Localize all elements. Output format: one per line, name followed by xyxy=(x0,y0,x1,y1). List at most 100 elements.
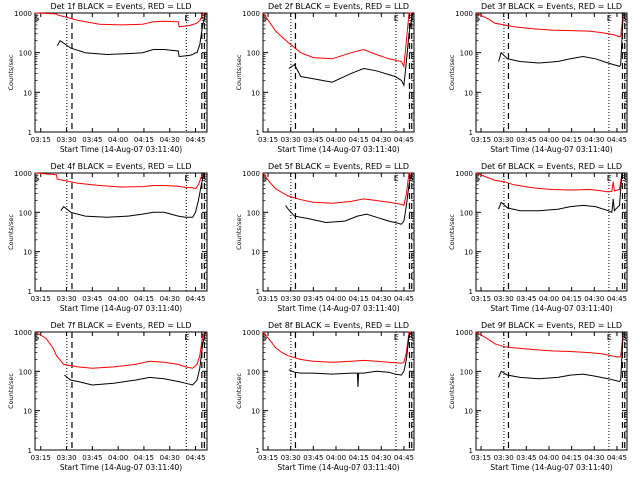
interval-marker-e: E xyxy=(184,14,189,23)
x-tick-label: 04:00 xyxy=(539,295,559,303)
x-tick-label: 03:45 xyxy=(303,454,323,462)
x-tick-label: 03:15 xyxy=(258,136,278,144)
series-line-lld xyxy=(34,12,207,28)
chart-title: Det 7f BLACK = Events, RED = LLD xyxy=(50,321,191,330)
x-tick-label: 03:15 xyxy=(31,295,51,303)
y-tick-label: 1000 xyxy=(242,329,260,337)
plot-frame xyxy=(262,331,415,451)
y-tick-label: 100 xyxy=(19,50,32,58)
interval-marker-s: S xyxy=(262,174,267,183)
y-tick-label: 1000 xyxy=(14,10,32,18)
x-tick-label: 04:00 xyxy=(108,136,128,144)
x-tick-label: 03:15 xyxy=(471,295,491,303)
y-tick-label: 10 xyxy=(464,249,473,257)
series-line-events xyxy=(498,172,627,214)
x-tick-label: 04:00 xyxy=(108,295,128,303)
plot-frame xyxy=(34,12,208,133)
interval-marker-e: E xyxy=(394,333,399,342)
x-axis-label: Start Time (14-Aug-07 03:11:40) xyxy=(277,304,399,313)
series-line-events xyxy=(288,12,414,88)
interval-marker-s: S xyxy=(621,174,626,183)
y-tick-label: 1 xyxy=(256,288,260,296)
y-axis-label: Counts/sec xyxy=(235,373,243,409)
x-tick-label: 03:30 xyxy=(281,454,301,462)
y-axis-label: Counts/sec xyxy=(448,54,456,90)
x-tick-label: 04:30 xyxy=(371,136,391,144)
x-tick-label: 04:30 xyxy=(584,454,604,462)
plot-frame xyxy=(34,172,208,292)
y-tick-label: 1 xyxy=(28,447,32,455)
y-tick-label: 1000 xyxy=(242,10,260,18)
y-axis-label: Counts/sec xyxy=(448,373,456,409)
x-tick-label: 04:15 xyxy=(134,295,154,303)
x-axis-label: Start Time (14-Aug-07 03:11:40) xyxy=(277,463,399,472)
x-tick-label: 04:45 xyxy=(394,295,414,303)
series-line-lld xyxy=(262,172,414,207)
x-tick-label: 04:00 xyxy=(326,295,346,303)
chart-title: Det 8f BLACK = Events, RED = LLD xyxy=(268,321,409,330)
plot-frame xyxy=(34,331,208,451)
y-tick-label: 100 xyxy=(19,368,32,376)
interval-marker-s: S xyxy=(621,333,626,342)
x-tick-label: 04:30 xyxy=(160,454,180,462)
x-tick-label: 03:45 xyxy=(303,295,323,303)
x-tick-label: 03:30 xyxy=(56,136,76,144)
x-tick-label: 04:15 xyxy=(562,454,582,462)
plot-frame xyxy=(262,172,415,292)
y-tick-label: 10 xyxy=(23,249,32,257)
x-tick-label: 03:30 xyxy=(281,136,301,144)
x-tick-label: 03:15 xyxy=(31,136,51,144)
chart-panel-3: Det 3f BLACK = Events, RED = LLD 1 10 100 10… xyxy=(448,2,628,154)
y-tick-label: 1 xyxy=(28,129,32,137)
x-tick-label: 04:00 xyxy=(326,454,346,462)
y-tick-label: 1 xyxy=(28,288,32,296)
y-axis-label: Counts/sec xyxy=(235,214,243,250)
plot-frame xyxy=(262,12,415,133)
y-tick-label: 100 xyxy=(247,368,260,376)
x-tick-label: 04:15 xyxy=(349,295,369,303)
x-tick-label: 04:15 xyxy=(349,136,369,144)
y-tick-label: 10 xyxy=(464,89,473,97)
y-tick-label: 1000 xyxy=(455,329,473,337)
series-line-events xyxy=(498,331,627,383)
y-tick-label: 100 xyxy=(460,368,473,376)
y-axis-label: Counts/sec xyxy=(235,54,243,90)
x-tick-label: 03:45 xyxy=(303,136,323,144)
x-tick-label: 03:30 xyxy=(494,454,514,462)
y-tick-label: 1000 xyxy=(455,10,473,18)
y-tick-label: 1000 xyxy=(14,329,32,337)
x-tick-label: 04:30 xyxy=(584,295,604,303)
y-tick-label: 10 xyxy=(23,408,32,416)
y-tick-label: 1 xyxy=(469,447,473,455)
interval-marker-s: S xyxy=(262,333,267,342)
y-tick-label: 100 xyxy=(460,50,473,58)
interval-marker-s: S xyxy=(408,14,413,23)
interval-marker-e: E xyxy=(394,174,399,183)
y-tick-label: 100 xyxy=(460,209,473,217)
x-axis-label: Start Time (14-Aug-07 03:11:40) xyxy=(490,463,612,472)
x-axis-label: Start Time (14-Aug-07 03:11:40) xyxy=(490,304,612,313)
y-axis-label: Counts/sec xyxy=(7,373,15,409)
x-tick-label: 04:15 xyxy=(349,454,369,462)
interval-marker-e: E xyxy=(607,333,612,342)
chart-title: Det 1f BLACK = Events, RED = LLD xyxy=(50,2,191,11)
y-tick-label: 10 xyxy=(23,89,32,97)
x-tick-label: 03:30 xyxy=(494,295,514,303)
y-tick-label: 100 xyxy=(247,209,260,217)
x-tick-label: 04:45 xyxy=(185,136,205,144)
chart-title: Det 6f BLACK = Events, RED = LLD xyxy=(481,162,622,171)
x-tick-label: 03:45 xyxy=(516,454,536,462)
series-line-lld xyxy=(34,331,207,369)
y-tick-label: 10 xyxy=(464,408,473,416)
chart-panel-8: Det 8f BLACK = Events, RED = LLD 1 10 100 10… xyxy=(235,321,415,472)
interval-marker-s: S xyxy=(408,333,413,342)
interval-marker-s: S xyxy=(34,14,39,23)
x-tick-label: 03:15 xyxy=(31,454,51,462)
x-tick-label: 04:15 xyxy=(134,136,154,144)
series-line-lld xyxy=(475,172,627,193)
y-tick-label: 1 xyxy=(469,288,473,296)
y-axis-label: Counts/sec xyxy=(7,54,15,90)
x-tick-label: 04:45 xyxy=(607,136,627,144)
x-tick-label: 04:00 xyxy=(108,454,128,462)
